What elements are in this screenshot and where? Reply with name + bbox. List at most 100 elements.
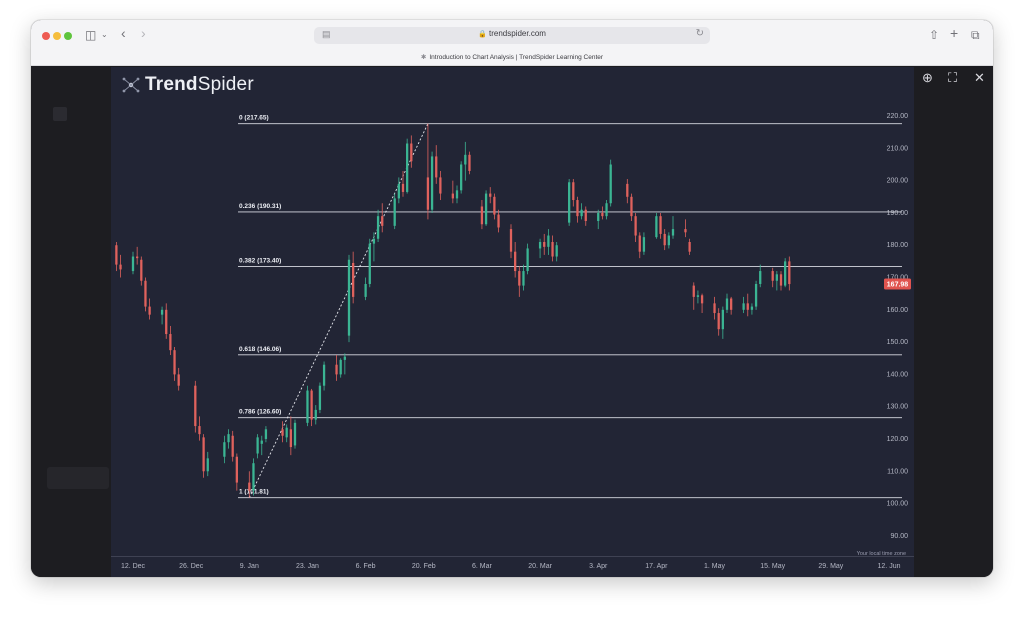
candle [721,306,724,339]
tab-title[interactable]: ✱ Introduction to Chart Analysis | TrendS… [420,54,604,61]
zoom-window-button[interactable] [64,32,72,40]
y-tick-label: 130.00 [887,404,909,411]
candle [750,303,754,315]
candle-body [771,271,774,281]
candle [518,266,521,297]
candle [460,161,463,194]
candle-body [347,259,351,336]
candle-body [597,212,600,222]
forward-icon[interactable]: › [141,25,146,41]
candle [746,293,749,317]
candle-body [451,193,454,199]
fibonacci-retracement[interactable]: 0 (217.65) 0.236 (190.31) 0.382 (173.40) 0.… [238,115,902,499]
browser-window: ◫ ⌄ ‹ › ▤ 🔒 trendspider.com ↻ ⇧ + ⧉ ✱ Int… [31,20,993,577]
reader-icon[interactable]: ▤ [322,29,331,39]
close-window-button[interactable] [42,32,50,40]
fullscreen-icon[interactable]: ⛶ [948,70,958,85]
back-icon[interactable]: ‹ [121,25,126,41]
trendspider-logo: TrendSpider [121,73,254,97]
candle [754,280,758,310]
candle-body [538,242,542,249]
candles [115,123,791,498]
candle-body [555,245,558,257]
candle-body [314,409,317,420]
sidebar-icon[interactable]: ◫ [85,28,97,42]
candle-body [713,303,716,314]
x-tick-label: 6. Mar [472,563,493,570]
x-tick-label: 20. Mar [528,563,552,570]
candle-body [742,303,745,310]
y-tick-label: 200.00 [887,178,909,185]
candle [194,380,197,433]
timezone-label[interactable]: Your local time zone [857,551,906,557]
candle [136,246,139,265]
candlestick-chart[interactable]: 220.00 210.00 200.00 190.00 180.00 170.00 160.… [111,67,914,577]
candle [480,200,484,230]
candle [538,238,542,259]
share-icon[interactable]: ⇧ [929,28,940,42]
candle-body [497,214,500,228]
candle [597,209,600,230]
candle [119,254,122,278]
new-tab-icon[interactable]: + [950,25,959,41]
tabs-overview-icon[interactable]: ⧉ [971,28,980,42]
candle-body [435,156,438,178]
candle-body [509,229,513,252]
close-icon[interactable]: ✕ [974,70,985,85]
candle [642,232,646,255]
chart-panel[interactable]: 220.00 210.00 200.00 190.00 180.00 170.00 160.… [111,67,914,577]
candle-body [376,216,380,239]
candle [227,429,230,449]
candle [638,232,641,259]
candle [779,271,783,291]
candle-body [223,442,226,457]
candle [165,303,168,339]
backdrop-icon [53,107,67,121]
y-tick-label: 140.00 [887,371,909,378]
candle [717,308,720,336]
candle [784,258,787,288]
fib-trendline[interactable] [248,123,429,498]
candle [160,306,164,325]
candle-body [281,429,284,436]
candle [580,203,583,220]
candle [484,190,488,226]
candle-body [551,242,554,257]
candle-body [310,390,313,420]
candle-body [684,229,687,233]
candle [576,196,579,223]
candle [464,141,467,181]
candle-body [439,177,442,194]
y-tick-label: 90.00 [890,533,908,540]
reload-icon[interactable]: ↻ [695,28,704,39]
candle [177,367,180,391]
candle-body [165,309,168,335]
candle [684,219,687,238]
candle-body [397,183,400,199]
candle [376,209,380,242]
x-tick-label: 17. Apr [645,563,668,570]
candle-body [248,482,251,491]
candle [115,242,118,272]
address-bar[interactable]: ▤ 🔒 trendspider.com ↻ [314,27,710,44]
candle-body [746,303,749,310]
candle-body [260,440,263,444]
browser-toolbar: ◫ ⌄ ‹ › ▤ 🔒 trendspider.com ↻ ⇧ + ⧉ ✱ Int… [31,20,993,66]
x-tick-label: 26. Dec [179,563,204,570]
candle [663,229,666,251]
y-tick-label: 190.00 [887,210,909,217]
minimize-window-button[interactable] [53,32,61,40]
candle-body [659,216,662,234]
chevron-down-icon[interactable]: ⌄ [101,30,108,39]
candle-body [169,334,172,351]
candle-body [352,262,355,297]
candle [497,209,500,233]
favicon-icon: ✱ [420,54,427,61]
candle [730,296,733,315]
x-tick-label: 6. Feb [356,563,376,570]
candle-body [464,154,467,165]
candle-body [393,198,396,226]
last-price-badge: 167.98 [884,278,911,290]
candle-body [136,256,139,259]
zoom-in-icon[interactable]: ⊕ [922,70,933,85]
